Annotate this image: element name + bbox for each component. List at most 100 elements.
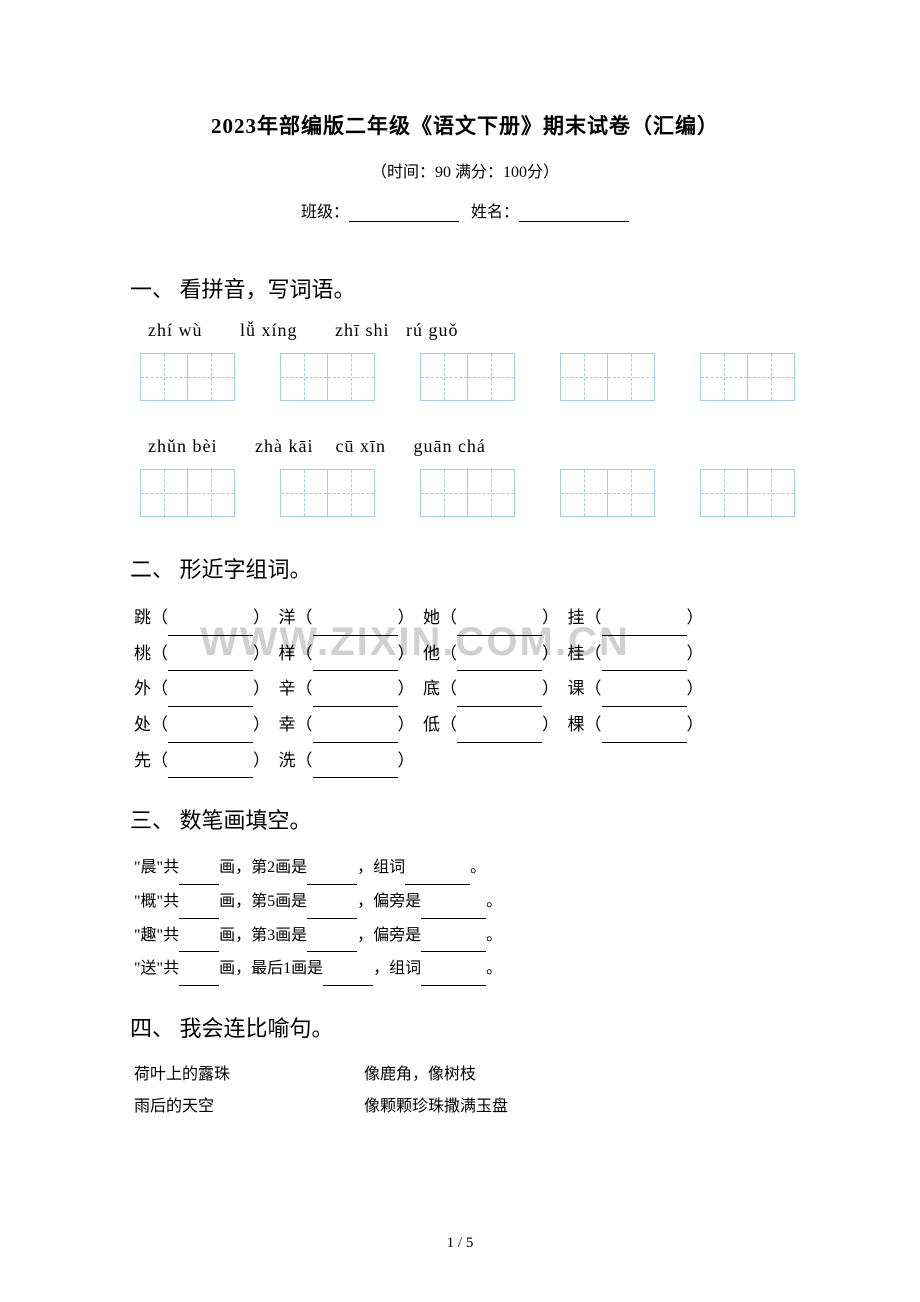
word-char: 先: [134, 743, 151, 779]
word-char: 幸: [279, 707, 296, 743]
stroke-end-blank: [405, 867, 470, 885]
word-char: 跳: [134, 600, 151, 636]
section3-heading: 三、 数笔画填空。: [130, 803, 800, 835]
word-char: 样: [279, 636, 296, 672]
word-char: 辛: [279, 671, 296, 707]
char-box: [560, 469, 655, 517]
word-char: 桂: [568, 636, 585, 672]
word-blank: [168, 760, 253, 778]
word-blank: [168, 653, 253, 671]
exam-subtitle: （时间：90 满分：100分）: [130, 158, 800, 182]
stroke-line: "趣"共画，第3画是，偏旁是。: [130, 919, 800, 953]
pinyin-row-1: zhí wù lǚ xíng zhī shi rú guǒ: [130, 320, 800, 341]
word-char: 处: [134, 707, 151, 743]
stroke-char: 晨: [141, 859, 157, 876]
stroke-shape-blank: [307, 901, 357, 919]
word-char: 她: [423, 600, 440, 636]
word-char: 他: [423, 636, 440, 672]
word-char: 洋: [279, 600, 296, 636]
stroke-line: "概"共画，第5画是，偏旁是。: [130, 885, 800, 919]
char-box: [280, 353, 375, 401]
word-blank: [602, 653, 687, 671]
pinyin-1-4: rú guǒ: [406, 320, 459, 340]
match-right: 像颗颗珍珠撒满玉盘: [364, 1091, 508, 1123]
page-footer: 1 / 5: [0, 1235, 920, 1252]
word-char: 桃: [134, 636, 151, 672]
char-box: [420, 469, 515, 517]
stroke-char: 趣: [141, 927, 157, 944]
pinyin-1-1: zhí wù: [148, 320, 203, 340]
name-blank: [519, 204, 629, 222]
stroke-line: "送"共画，最后1画是，组词。: [130, 952, 800, 986]
word-pair-row: 桃（） 样（） 他（） 桂（）: [130, 636, 800, 672]
char-box: [700, 353, 795, 401]
stroke-shape-blank: [307, 867, 357, 885]
word-blank: [168, 725, 253, 743]
match-row: 雨后的天空像颗颗珍珠撒满玉盘: [130, 1091, 800, 1123]
stroke-end-blank: [421, 934, 486, 952]
stroke-shape-blank: [307, 934, 357, 952]
char-box: [140, 353, 235, 401]
word-blank: [313, 653, 398, 671]
word-blank: [457, 689, 542, 707]
section4-heading: 四、 我会连比喻句。: [130, 1011, 800, 1043]
stroke-count-blank: [179, 867, 219, 885]
word-pair-row: 外（） 辛（） 底（） 课（）: [130, 671, 800, 707]
word-char: 外: [134, 671, 151, 707]
pinyin-1-2: lǚ xíng: [240, 320, 298, 340]
match-right: 像鹿角，像树枝: [364, 1059, 476, 1091]
word-blank: [313, 725, 398, 743]
char-box-row-1: [130, 353, 800, 401]
class-label: 班级：: [301, 204, 349, 221]
word-blank: [457, 653, 542, 671]
word-blank: [313, 760, 398, 778]
stroke-char: 概: [141, 893, 157, 910]
stroke-count-blank: [179, 934, 219, 952]
exam-title: 2023年部编版二年级《语文下册》期末试卷（汇编）: [130, 110, 800, 140]
word-char: 洗: [279, 743, 296, 779]
stroke-line: "晨"共画，第2画是，组词。: [130, 851, 800, 885]
word-pair-row: 处（） 幸（） 低（） 棵（）: [130, 707, 800, 743]
stroke-count-blank: [179, 968, 219, 986]
pinyin-2-2: zhà kāi: [255, 436, 313, 456]
pinyin-1-3: zhī shi: [335, 320, 390, 340]
word-blank: [457, 618, 542, 636]
pinyin-2-3: cū xīn: [335, 436, 386, 456]
class-blank: [349, 204, 459, 222]
word-char: 底: [423, 671, 440, 707]
char-box: [280, 469, 375, 517]
stroke-end-blank: [421, 968, 486, 986]
word-char: 低: [423, 707, 440, 743]
word-char: 课: [568, 671, 585, 707]
word-blank: [168, 618, 253, 636]
word-char: 棵: [568, 707, 585, 743]
stroke-lines-container: "晨"共画，第2画是，组词。"概"共画，第5画是，偏旁是。"趣"共画，第3画是，…: [130, 851, 800, 985]
section1-heading: 一、 看拼音，写词语。: [130, 272, 800, 304]
char-box-row-2: [130, 469, 800, 517]
char-box: [140, 469, 235, 517]
word-pair-row: 跳（） 洋（） 她（） 挂（）: [130, 600, 800, 636]
name-label: 姓名：: [471, 204, 519, 221]
word-blank: [602, 618, 687, 636]
word-pair-row: 先（） 洗（）: [130, 743, 800, 779]
pinyin-2-4: guān chá: [413, 436, 485, 456]
student-info-row: 班级： 姓名：: [130, 198, 800, 222]
char-box: [420, 353, 515, 401]
word-blank: [457, 725, 542, 743]
stroke-shape-blank: [323, 968, 373, 986]
pinyin-row-2: zhǔn bèi zhà kāi cū xīn guān chá: [130, 436, 800, 457]
stroke-end-blank: [421, 901, 486, 919]
word-blank: [313, 689, 398, 707]
word-blank: [602, 689, 687, 707]
word-blank: [602, 725, 687, 743]
match-left: 荷叶上的露珠: [134, 1059, 364, 1091]
stroke-char: 送: [141, 960, 157, 977]
match-left: 雨后的天空: [134, 1091, 364, 1123]
word-char: 挂: [568, 600, 585, 636]
match-row: 荷叶上的露珠像鹿角，像树枝: [130, 1059, 800, 1091]
section2-heading: 二、 形近字组词。: [130, 552, 800, 584]
char-box: [700, 469, 795, 517]
word-blank: [168, 689, 253, 707]
char-box: [560, 353, 655, 401]
word-pair-container: 跳（） 洋（） 她（） 挂（）桃（） 样（） 他（） 桂（）外（） 辛（） 底（…: [130, 600, 800, 778]
